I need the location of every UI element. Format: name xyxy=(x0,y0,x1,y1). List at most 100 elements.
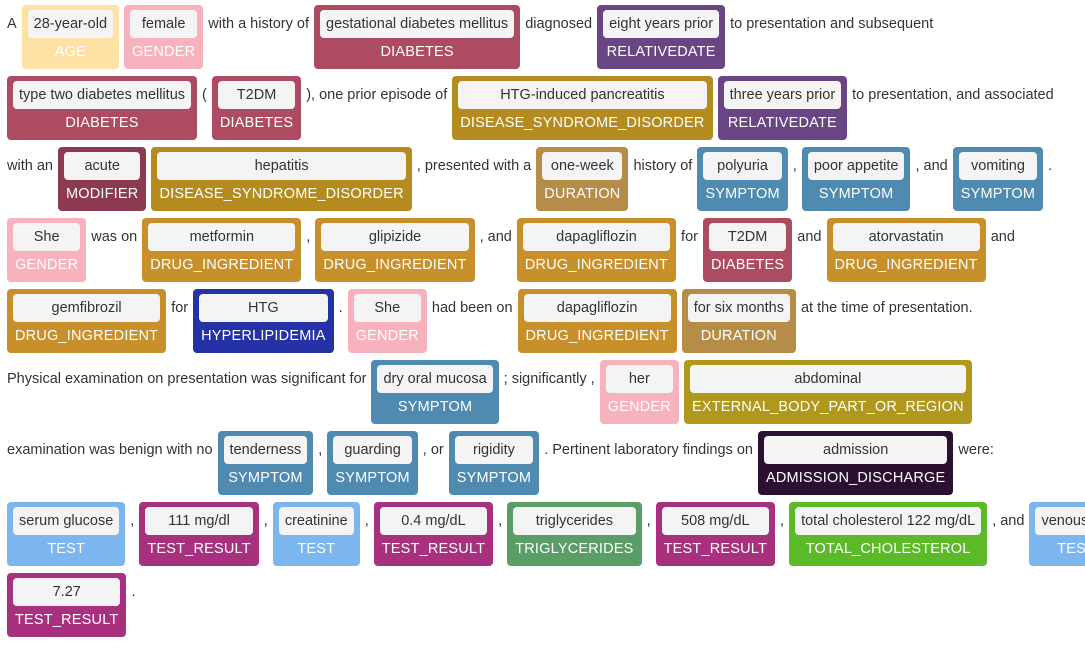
entity-label: TEST_RESULT xyxy=(15,612,119,628)
entity-text: 7.27 xyxy=(13,578,121,606)
entity-label: RELATIVEDATE xyxy=(606,44,716,60)
entity-label: DURATION xyxy=(544,186,621,202)
entity-label: SYMPTOM xyxy=(397,399,473,415)
entity: gestational diabetes mellitus DIABETES xyxy=(314,5,521,69)
text-span: and xyxy=(990,229,1015,245)
entity: three years prior RELATIVEDATE xyxy=(717,76,848,140)
entity: total cholesterol 122 mg/dL TOTAL_CHOLEST… xyxy=(789,502,988,566)
text-span: for xyxy=(171,300,189,316)
entity-label: GENDER xyxy=(15,257,79,273)
text-span: , xyxy=(306,229,311,245)
entity: for six months DURATION xyxy=(681,289,796,353)
text-span: . Pertinent laboratory findings on xyxy=(544,442,753,458)
entity-label: DIABETES xyxy=(219,115,294,131)
entity-text: serum glucose xyxy=(13,507,120,535)
text-span: at the time of presentation. xyxy=(800,300,973,316)
text-span: with an xyxy=(7,158,53,174)
text-span: diagnosed xyxy=(525,16,593,32)
entity: glipizide DRUG_INGREDIENT xyxy=(315,218,475,282)
entity: 7.27 TEST_RESULT xyxy=(7,573,127,637)
text-span: , xyxy=(318,442,323,458)
entity: 28-year-old AGE xyxy=(21,5,120,69)
text-span: ( xyxy=(202,87,207,103)
entity: vomiting SYMPTOM xyxy=(952,147,1044,211)
entity: type two diabetes mellitus DIABETES xyxy=(7,76,198,140)
entity: T2DM DIABETES xyxy=(211,76,302,140)
entity-text: poor appetite xyxy=(807,152,905,180)
entity: one-week DURATION xyxy=(536,147,629,211)
entity-label: AGE xyxy=(54,44,86,60)
entity-label: HYPERLIPIDEMIA xyxy=(201,328,326,344)
entity-text: total cholesterol 122 mg/dL xyxy=(795,507,982,535)
text-span: , xyxy=(498,513,503,529)
entity: tenderness SYMPTOM xyxy=(217,431,314,495)
entity-label: TOTAL_CHOLESTEROL xyxy=(805,541,971,557)
entity: hepatitis DISEASE_SYNDROME_DISORDER xyxy=(151,147,412,211)
entity-text: atorvastatin xyxy=(832,223,980,251)
entity-text: triglycerides xyxy=(513,507,636,535)
entity-label: ADMISSION_DISCHARGE xyxy=(765,470,946,486)
entity: polyuria SYMPTOM xyxy=(697,147,788,211)
entity: dapagliflozin DRUG_INGREDIENT xyxy=(517,289,677,353)
entity-label: DRUG_INGREDIENT xyxy=(150,257,294,273)
text-line: with an acute MODIFIER hepatitis DISEASE_SYN… xyxy=(7,147,1052,211)
entity: abdominal EXTERNAL_BODY_PART_OR_REGION xyxy=(683,360,972,424)
entity: poor appetite SYMPTOM xyxy=(801,147,911,211)
entity: acute MODIFIER xyxy=(57,147,147,211)
text-span: , and xyxy=(479,229,512,245)
text-span: ), one prior episode of xyxy=(306,87,448,103)
entity: her GENDER xyxy=(599,360,679,424)
text-span: history of xyxy=(633,158,693,174)
entity-label: RELATIVEDATE xyxy=(727,115,837,131)
entity: gemfibrozil DRUG_INGREDIENT xyxy=(7,289,167,353)
entity-text: 508 mg/dL xyxy=(661,507,770,535)
entity: HTG HYPERLIPIDEMIA xyxy=(193,289,334,353)
entity-text: acute xyxy=(63,152,141,180)
entity-label: DRUG_INGREDIENT xyxy=(15,328,159,344)
text-span: , xyxy=(646,513,651,529)
text-span: . xyxy=(131,584,136,600)
text-span: , xyxy=(364,513,369,529)
entity-text: one-week xyxy=(542,152,623,180)
entity-text: hepatitis xyxy=(157,152,406,180)
entity-label: SYMPTOM xyxy=(705,186,780,202)
text-span: . xyxy=(338,300,343,316)
text-line: type two diabetes mellitus DIABETES (T2DM D… xyxy=(7,76,1054,140)
entity: 111 mg/dl TEST_RESULT xyxy=(139,502,259,566)
entity-label: TEST xyxy=(47,541,86,557)
entity-text: 111 mg/dl xyxy=(145,507,253,535)
entity-text: HTG xyxy=(199,294,328,322)
entity: She GENDER xyxy=(347,289,427,353)
entity-label: DRUG_INGREDIENT xyxy=(525,328,669,344)
entity-text: glipizide xyxy=(321,223,469,251)
entity: admission ADMISSION_DISCHARGE xyxy=(757,431,954,495)
entity-text: her xyxy=(605,365,673,393)
text-span: , xyxy=(263,513,268,529)
text-span: was on xyxy=(91,229,138,245)
entity-label: DIABETES xyxy=(710,257,785,273)
entity-label: TEST_RESULT xyxy=(147,541,251,557)
entity-label: DRUG_INGREDIENT xyxy=(323,257,467,273)
entity: 0.4 mg/dL TEST_RESULT xyxy=(373,502,494,566)
entity: dry oral mucosa SYMPTOM xyxy=(371,360,499,424)
entity-label: SYMPTOM xyxy=(818,186,894,202)
entity-label: DURATION xyxy=(700,328,777,344)
entity-label: SYMPTOM xyxy=(960,186,1036,202)
entity-text: type two diabetes mellitus xyxy=(13,81,192,109)
entity: triglycerides TRIGLYCERIDES xyxy=(507,502,642,566)
entity-text: She xyxy=(353,294,421,322)
text-span: ; significantly , xyxy=(503,371,595,387)
entity: atorvastatin DRUG_INGREDIENT xyxy=(826,218,986,282)
entity: creatinine TEST xyxy=(272,502,360,566)
entity: She GENDER xyxy=(7,218,87,282)
entity-text: metformin xyxy=(148,223,296,251)
entity-label: TEST xyxy=(297,541,336,557)
entity-label: EXTERNAL_BODY_PART_OR_REGION xyxy=(691,399,964,415)
entity: dapagliflozin DRUG_INGREDIENT xyxy=(516,218,677,282)
entity-text: female xyxy=(130,10,198,38)
text-span: A xyxy=(7,16,17,32)
text-span: with a history of xyxy=(208,16,310,32)
entity: T2DM DIABETES xyxy=(702,218,793,282)
text-span: examination was benign with no xyxy=(7,442,213,458)
